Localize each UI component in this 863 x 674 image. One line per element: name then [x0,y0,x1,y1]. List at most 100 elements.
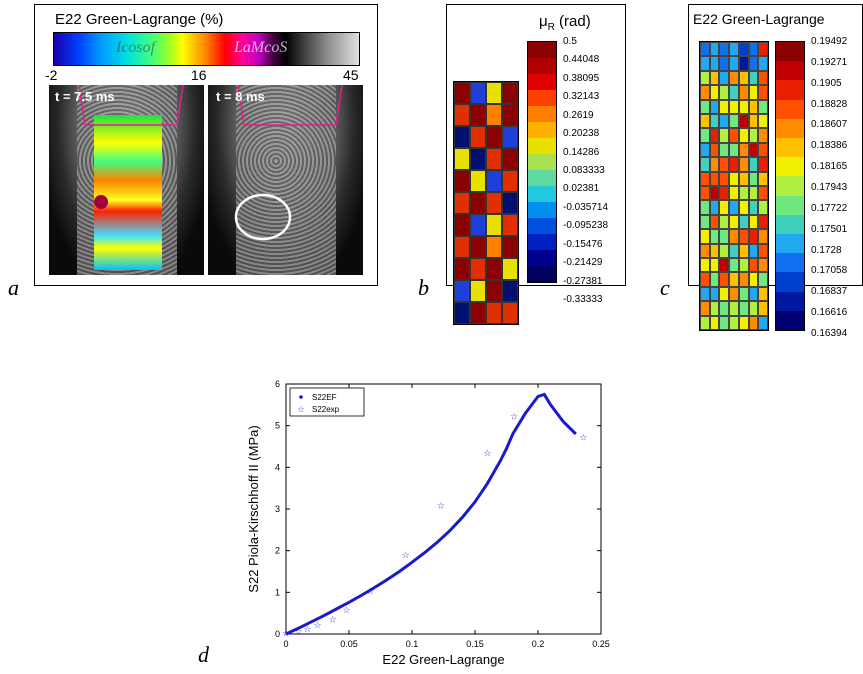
grid-c-cell [738,70,749,86]
panel-b-title-mu: μ [539,13,548,30]
grid-b-cell [486,214,502,236]
figure-label-a: a [8,275,19,300]
colorbar-b-label: 0.38095 [563,72,600,84]
panel-b-title-unit: (rad) [554,13,591,30]
colorbar-c-label: 0.16616 [811,307,848,319]
grid-c-cell [719,286,730,302]
grid-c-cell [738,286,749,302]
grid-c-cell [719,157,730,172]
colorbar-b-label: -0.15476 [563,238,603,250]
colorbar-b-label: -0.095238 [563,220,609,232]
grid-c-cell [719,171,730,186]
grid-c-cell [758,56,768,71]
colorbar-b-swatch [528,90,556,106]
grid-b-cell [454,104,470,126]
grid-c-cell [738,200,749,215]
grid-c-cell [700,56,710,71]
x-tick-label: 0.25 [592,639,610,649]
figure-label-d: d [198,642,209,667]
panel-a-title: E22 Green-Lagrange (%) [55,11,224,28]
colorbar-b-label: -0.21429 [563,257,603,269]
grid-c-cell [700,99,710,114]
grid-c-cell [729,85,739,100]
y-tick-label: 1 [275,587,280,597]
grid-c-cell [758,42,768,57]
grid-c-cell [719,258,730,273]
grid-c-cell [700,42,710,57]
grid-b-cell [486,170,502,192]
grid-c-cell [719,128,730,143]
grid-c-cell [719,85,730,100]
grid-b-cell [470,280,486,302]
panel-a-colorbar: Icosof LaMcoS [53,32,360,66]
watermark-icosof: Icosof [116,39,156,56]
grid-c-cell [700,200,710,215]
grid-b-cell [502,126,518,148]
grid-b-cell [486,280,502,302]
grid-c-cell [748,99,759,114]
colorbar-c-label: 0.1905 [811,77,842,89]
colorbar-c-swatch [776,291,804,311]
grid-b-cell [502,104,518,126]
colorbar-c-label: 0.18165 [811,161,848,173]
colorbar-c-label: 0.18386 [811,140,848,152]
grid-b-cell [470,170,486,192]
grid-c-cell [748,157,759,172]
colorbar-c-label: 0.17722 [811,202,848,214]
grid-b-cell [470,148,486,170]
series-s22exp-point: ☆ [303,625,311,635]
grid-c-cell [738,214,749,230]
grid-c-cell [748,243,759,258]
grid-b-cell [454,280,470,302]
colorbar-b-swatch [528,122,556,138]
y-tick-label: 0 [275,629,280,639]
series-s22exp-point: ☆ [510,413,518,423]
grid-b-cell [454,148,470,170]
colorbar-c-swatch [776,80,804,100]
grid-b-cell [502,82,518,104]
grid-c-cell [729,301,739,316]
series-s22exp-point: ☆ [329,615,337,625]
hot-spot [94,195,108,209]
colorbar-b-swatch [528,218,556,234]
colorbar-a-tick-min: -2 [45,67,58,83]
colorbar-b-swatch [528,234,556,250]
colorbar-c-label: 0.16394 [811,328,848,339]
grid-b-cell [486,192,502,214]
grid-c-cell [729,142,739,158]
grid-c-cell [729,128,739,143]
colorbar-b-label: 0.02381 [563,183,600,195]
grid-b-cell [470,236,486,258]
grid-c-cell [700,258,710,273]
xray-image-left: t = 7.5 ms [49,85,204,275]
colorbar-b-swatch [528,58,556,74]
grid-c-cell [700,243,710,258]
grid-c-cell [738,56,749,71]
grid-b-cell [502,302,518,324]
grid-c-cell [700,186,710,201]
colorbar-b-label: 0.44048 [563,54,600,66]
grid-c-cell [748,85,759,100]
colorbar-b-swatch [528,202,556,218]
panel-c-colorbar [775,41,805,331]
grid-c-cell [700,70,710,86]
colorbar-c-swatch [776,138,804,158]
colorbar-c-swatch [776,99,804,119]
grid-b-cell [470,302,486,324]
probe-outline-right [234,85,343,241]
x-tick-label: 0.2 [532,639,545,649]
grid-c-cell [729,272,739,287]
grid-c-cell [748,142,759,158]
colorbar-b-label: -0.035714 [563,201,609,213]
grid-c-cell [729,258,739,273]
grid-b-cell [502,236,518,258]
grid-c-cell [738,128,749,143]
panel-b-title: μR (rad) [539,13,591,33]
grid-c-cell [709,243,720,258]
grid-c-cell [709,272,720,287]
figure-label-c: c [660,275,670,300]
colorbar-c-label: 0.17501 [811,223,848,235]
grid-c-cell [748,315,759,330]
grid-c-cell [758,99,768,114]
grid-c-cell [758,114,768,129]
